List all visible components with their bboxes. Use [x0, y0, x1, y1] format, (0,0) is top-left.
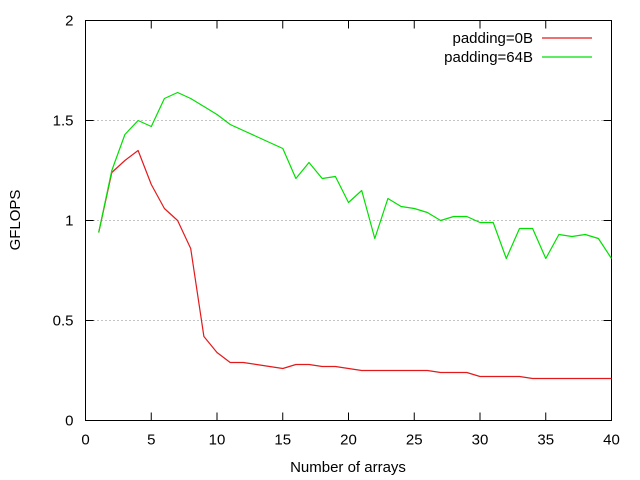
x-axis-label: Number of arrays	[290, 459, 406, 476]
x-tick-label: 10	[209, 432, 226, 449]
x-tick-label: 25	[406, 432, 423, 449]
series-line-padding-0b	[98, 149, 612, 380]
y-tick-label: 2	[65, 13, 73, 30]
x-tick-label: 20	[340, 432, 357, 449]
y-tick-label: 1.5	[53, 113, 74, 130]
y-axis-label: GFLOPS	[7, 190, 24, 251]
x-tick-label: 5	[147, 432, 155, 449]
x-tick-label: 40	[603, 432, 620, 449]
grid-layer	[85, 120, 612, 321]
x-tick-label: 35	[537, 432, 554, 449]
x-tick-label: 30	[472, 432, 489, 449]
legend-label: padding=0B	[453, 30, 534, 47]
series-layer	[98, 91, 613, 380]
plot-frame	[85, 20, 612, 421]
x-tick-label: 0	[81, 432, 89, 449]
y-tick-label: 0	[65, 413, 73, 430]
y-tick-label: 1	[65, 213, 73, 230]
x-tick-label: 15	[274, 432, 291, 449]
series-line-padding-64b	[98, 91, 613, 260]
legend-label: padding=64B	[444, 49, 533, 66]
y-tick-label: 0.5	[53, 313, 74, 330]
ticks-layer: 00.511.520 5 10 15 20 25 30 35 40	[53, 13, 620, 449]
legend: padding=0B padding=64B	[444, 30, 592, 66]
